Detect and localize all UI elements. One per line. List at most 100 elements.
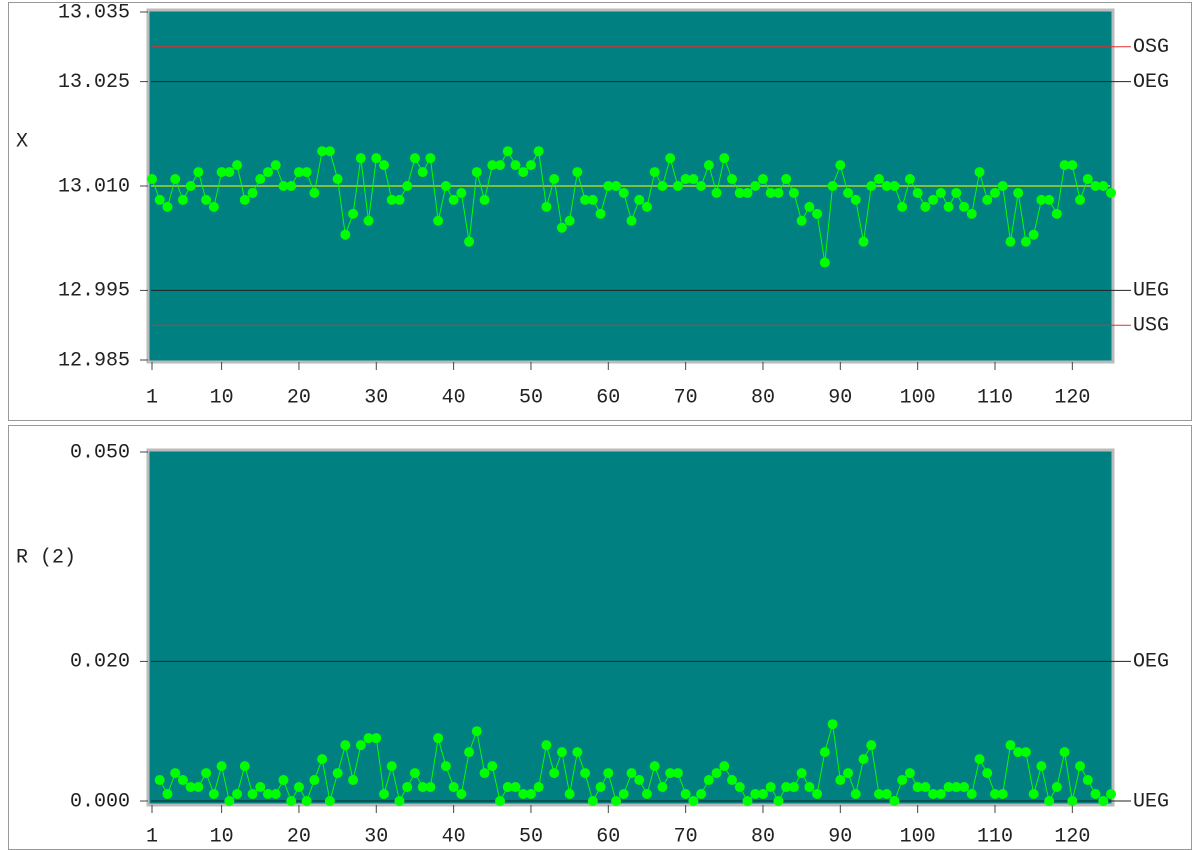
data-point — [309, 187, 320, 198]
data-point — [185, 181, 196, 191]
data-point — [409, 768, 420, 779]
x-tick-label: 100 — [900, 825, 936, 848]
data-point — [386, 761, 397, 772]
data-point — [696, 181, 707, 191]
data-point — [966, 789, 977, 800]
data-point — [1067, 796, 1078, 806]
data-point — [928, 789, 939, 800]
data-point — [912, 187, 923, 198]
data-point — [433, 215, 444, 226]
limit-label: OEG — [1133, 71, 1169, 94]
data-point — [448, 782, 459, 793]
data-point — [232, 160, 243, 171]
data-point — [827, 719, 838, 730]
x-tick-label: 110 — [977, 825, 1013, 848]
data-point — [510, 782, 521, 793]
data-point — [703, 160, 714, 171]
x-tick-label: 50 — [519, 825, 543, 848]
plot-area — [146, 448, 1115, 807]
x-tick-label: 1 — [146, 825, 158, 848]
data-point — [897, 201, 908, 212]
data-point — [796, 768, 807, 779]
data-point — [1020, 236, 1031, 247]
data-point — [665, 153, 676, 164]
data-point — [185, 782, 196, 793]
x-tick-label: 60 — [596, 386, 620, 409]
data-point — [541, 740, 552, 751]
data-point — [278, 181, 289, 191]
data-point — [1044, 194, 1055, 205]
data-point — [464, 747, 475, 758]
data-point — [866, 740, 877, 751]
data-point — [935, 789, 946, 800]
data-point — [394, 194, 405, 205]
data-point — [703, 775, 714, 786]
data-point — [680, 174, 691, 185]
x-tick-label: 20 — [287, 386, 311, 409]
data-point — [263, 789, 274, 800]
data-point — [1082, 775, 1093, 786]
data-point — [665, 768, 676, 779]
data-point — [255, 782, 266, 793]
data-point — [719, 153, 730, 164]
data-point — [549, 174, 560, 185]
data-point — [1013, 187, 1024, 198]
data-point — [533, 146, 544, 157]
data-point — [974, 167, 985, 178]
data-point — [587, 796, 598, 806]
data-point — [935, 187, 946, 198]
data-point — [1082, 174, 1093, 185]
x-tick-label: 40 — [442, 825, 466, 848]
data-point — [920, 201, 931, 212]
data-point — [757, 789, 768, 800]
data-point — [402, 181, 413, 191]
data-point — [208, 789, 219, 800]
data-point — [147, 174, 157, 185]
data-point — [587, 194, 598, 205]
data-point — [177, 775, 188, 786]
data-point — [332, 768, 343, 779]
data-point — [734, 187, 745, 198]
data-point — [208, 201, 219, 212]
x-tick-label: 50 — [519, 386, 543, 409]
data-point — [363, 733, 374, 744]
x-tick-label: 10 — [210, 386, 234, 409]
data-point — [363, 215, 374, 226]
y-tick-label: 12.995 — [58, 280, 130, 303]
data-point — [324, 796, 335, 806]
data-point — [162, 789, 173, 800]
data-point — [611, 796, 622, 806]
data-point — [757, 174, 768, 185]
data-point — [510, 160, 521, 171]
data-point — [309, 775, 320, 786]
data-point — [386, 194, 397, 205]
data-point — [371, 733, 382, 744]
data-point — [804, 201, 815, 212]
data-point — [417, 782, 428, 793]
y-tick-label: 13.025 — [58, 71, 130, 94]
data-point — [580, 768, 591, 779]
data-point — [618, 789, 629, 800]
data-point — [959, 782, 970, 793]
data-point — [765, 187, 776, 198]
data-point — [340, 740, 351, 751]
data-point — [781, 782, 792, 793]
data-point — [1090, 181, 1101, 191]
data-point — [193, 782, 204, 793]
data-point — [843, 768, 854, 779]
data-point — [912, 782, 923, 793]
data-point — [348, 208, 359, 219]
data-point — [951, 187, 962, 198]
data-point — [502, 146, 513, 157]
data-point — [1059, 160, 1070, 171]
data-point — [224, 796, 235, 806]
data-point — [170, 768, 181, 779]
data-point — [920, 782, 931, 793]
data-point — [278, 775, 289, 786]
data-point — [471, 167, 482, 178]
data-point — [518, 789, 529, 800]
data-point — [750, 789, 761, 800]
data-point — [332, 174, 343, 185]
data-point — [951, 782, 962, 793]
